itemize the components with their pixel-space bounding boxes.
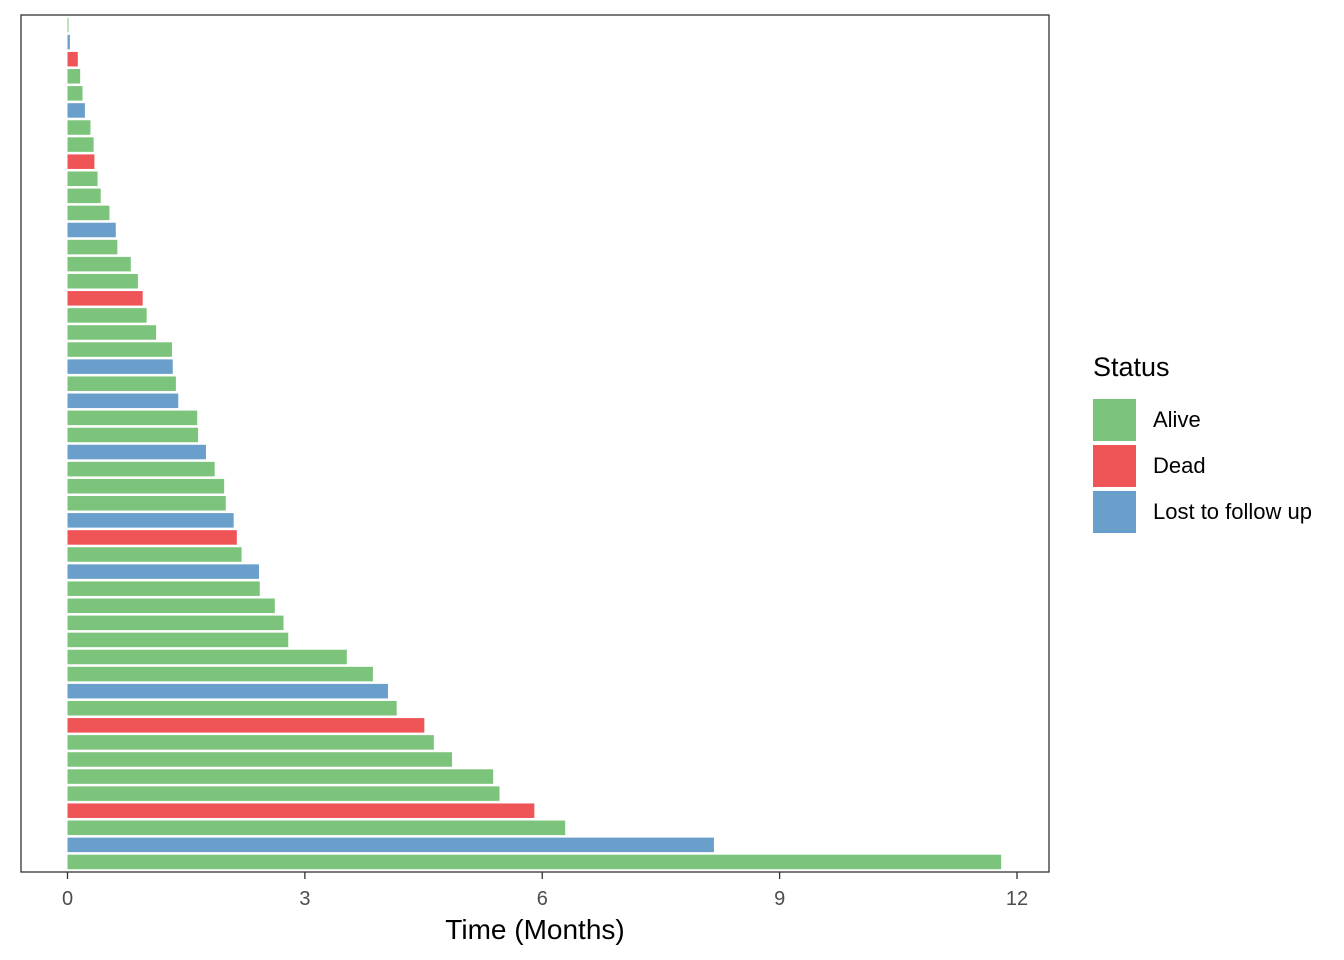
bar-alive [67, 700, 397, 716]
legend-item-lost-to-follow-up: Lost to follow up [1093, 489, 1312, 535]
bar-alive [67, 410, 198, 426]
bar-alive [67, 820, 566, 836]
bar-lost-to-follow-up [67, 564, 259, 579]
bar-lost-to-follow-up [67, 393, 179, 409]
legend-label-dead: Dead [1153, 453, 1206, 478]
bar-alive [67, 735, 434, 750]
bar-alive [67, 86, 83, 101]
bar-lost-to-follow-up [67, 34, 70, 50]
bar-alive [67, 427, 199, 443]
x-axis-title: Time (Months) [445, 914, 624, 945]
bar-dead [67, 51, 78, 67]
x-axis-ticks: 0 3 6 9 12 [62, 872, 1028, 910]
bar-alive [67, 17, 69, 33]
bar-alive [67, 649, 347, 665]
bar-dead [67, 530, 237, 545]
bar-alive [67, 205, 110, 221]
bar-alive [67, 598, 275, 614]
legend-label-lost-to-follow-up: Lost to follow up [1153, 499, 1312, 524]
bar-alive [67, 496, 226, 511]
x-tick-label: 3 [299, 888, 310, 910]
legend-swatch-alive [1093, 399, 1136, 441]
plot-panel-border [20, 14, 1050, 873]
bar-lost-to-follow-up [67, 103, 85, 118]
bar-alive [67, 376, 176, 391]
bar-alive [67, 171, 98, 187]
bar-alive [67, 273, 138, 289]
bar-alive [67, 478, 225, 494]
bar-alive [67, 69, 81, 84]
bar-alive [67, 854, 1002, 870]
bar-alive [67, 461, 215, 477]
legend-title: Status [1093, 352, 1170, 382]
bar-dead [67, 154, 95, 169]
bar-alive [67, 786, 500, 801]
x-tick-label: 12 [1006, 888, 1028, 910]
bar-alive [67, 752, 453, 767]
bar-dead [67, 291, 143, 306]
legend: Status Alive Dead Lost to follow up [1093, 352, 1312, 535]
x-tick-label: 0 [62, 888, 73, 910]
bar-alive [67, 342, 172, 357]
bar-lost-to-follow-up [67, 837, 714, 853]
x-tick-label: 9 [774, 888, 785, 910]
bar-alive [67, 308, 147, 323]
bar-alive [67, 581, 260, 596]
bar-alive [67, 615, 284, 631]
bar-dead [67, 718, 425, 733]
legend-item-dead: Dead [1093, 443, 1312, 489]
bar-lost-to-follow-up [67, 444, 206, 460]
bar-alive [67, 256, 131, 272]
bar-alive [67, 137, 94, 152]
bar-lost-to-follow-up [67, 513, 234, 528]
bar-lost-to-follow-up [67, 359, 173, 374]
bar-alive [67, 666, 373, 682]
legend-item-alive: Alive [1093, 397, 1312, 443]
bar-alive [67, 120, 91, 135]
bars-group [67, 17, 1002, 870]
legend-label-alive: Alive [1153, 407, 1201, 432]
bar-alive [67, 239, 118, 255]
legend-swatch-dead [1093, 445, 1136, 487]
bar-lost-to-follow-up [67, 222, 116, 238]
bar-alive [67, 325, 157, 340]
bar-alive [67, 188, 101, 204]
bar-lost-to-follow-up [67, 683, 388, 699]
bar-dead [67, 803, 535, 818]
legend-swatch-lost-to-follow-up [1093, 491, 1136, 533]
bar-alive [67, 547, 242, 562]
x-tick-label: 6 [537, 888, 548, 910]
bar-alive [67, 632, 289, 648]
bar-alive [67, 769, 494, 784]
